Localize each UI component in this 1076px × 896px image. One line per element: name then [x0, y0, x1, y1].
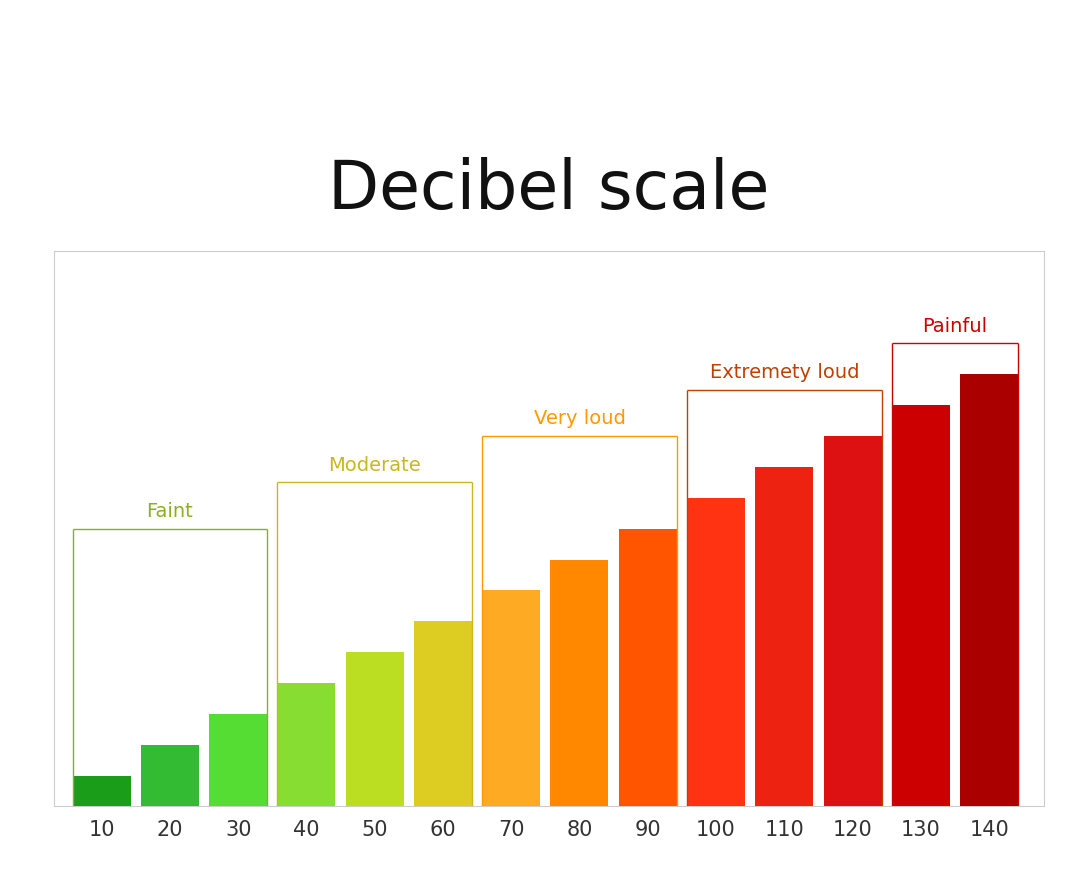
Bar: [345, 652, 404, 806]
Bar: [414, 621, 472, 806]
Text: Painful: Painful: [922, 317, 988, 336]
Text: Very loud: Very loud: [534, 409, 625, 428]
Bar: [823, 436, 881, 806]
Bar: [141, 745, 199, 806]
Bar: [686, 498, 745, 806]
Text: Faint: Faint: [146, 502, 194, 521]
Title: Decibel scale: Decibel scale: [328, 157, 769, 223]
Text: Extremety loud: Extremety loud: [709, 363, 859, 382]
Bar: [755, 467, 813, 806]
Text: Moderate: Moderate: [328, 456, 421, 475]
Bar: [72, 776, 130, 806]
Bar: [960, 375, 1018, 806]
Bar: [619, 529, 677, 806]
Bar: [482, 590, 540, 806]
Bar: [278, 683, 336, 806]
Bar: [209, 714, 267, 806]
Bar: [892, 405, 950, 806]
Bar: [551, 559, 609, 806]
